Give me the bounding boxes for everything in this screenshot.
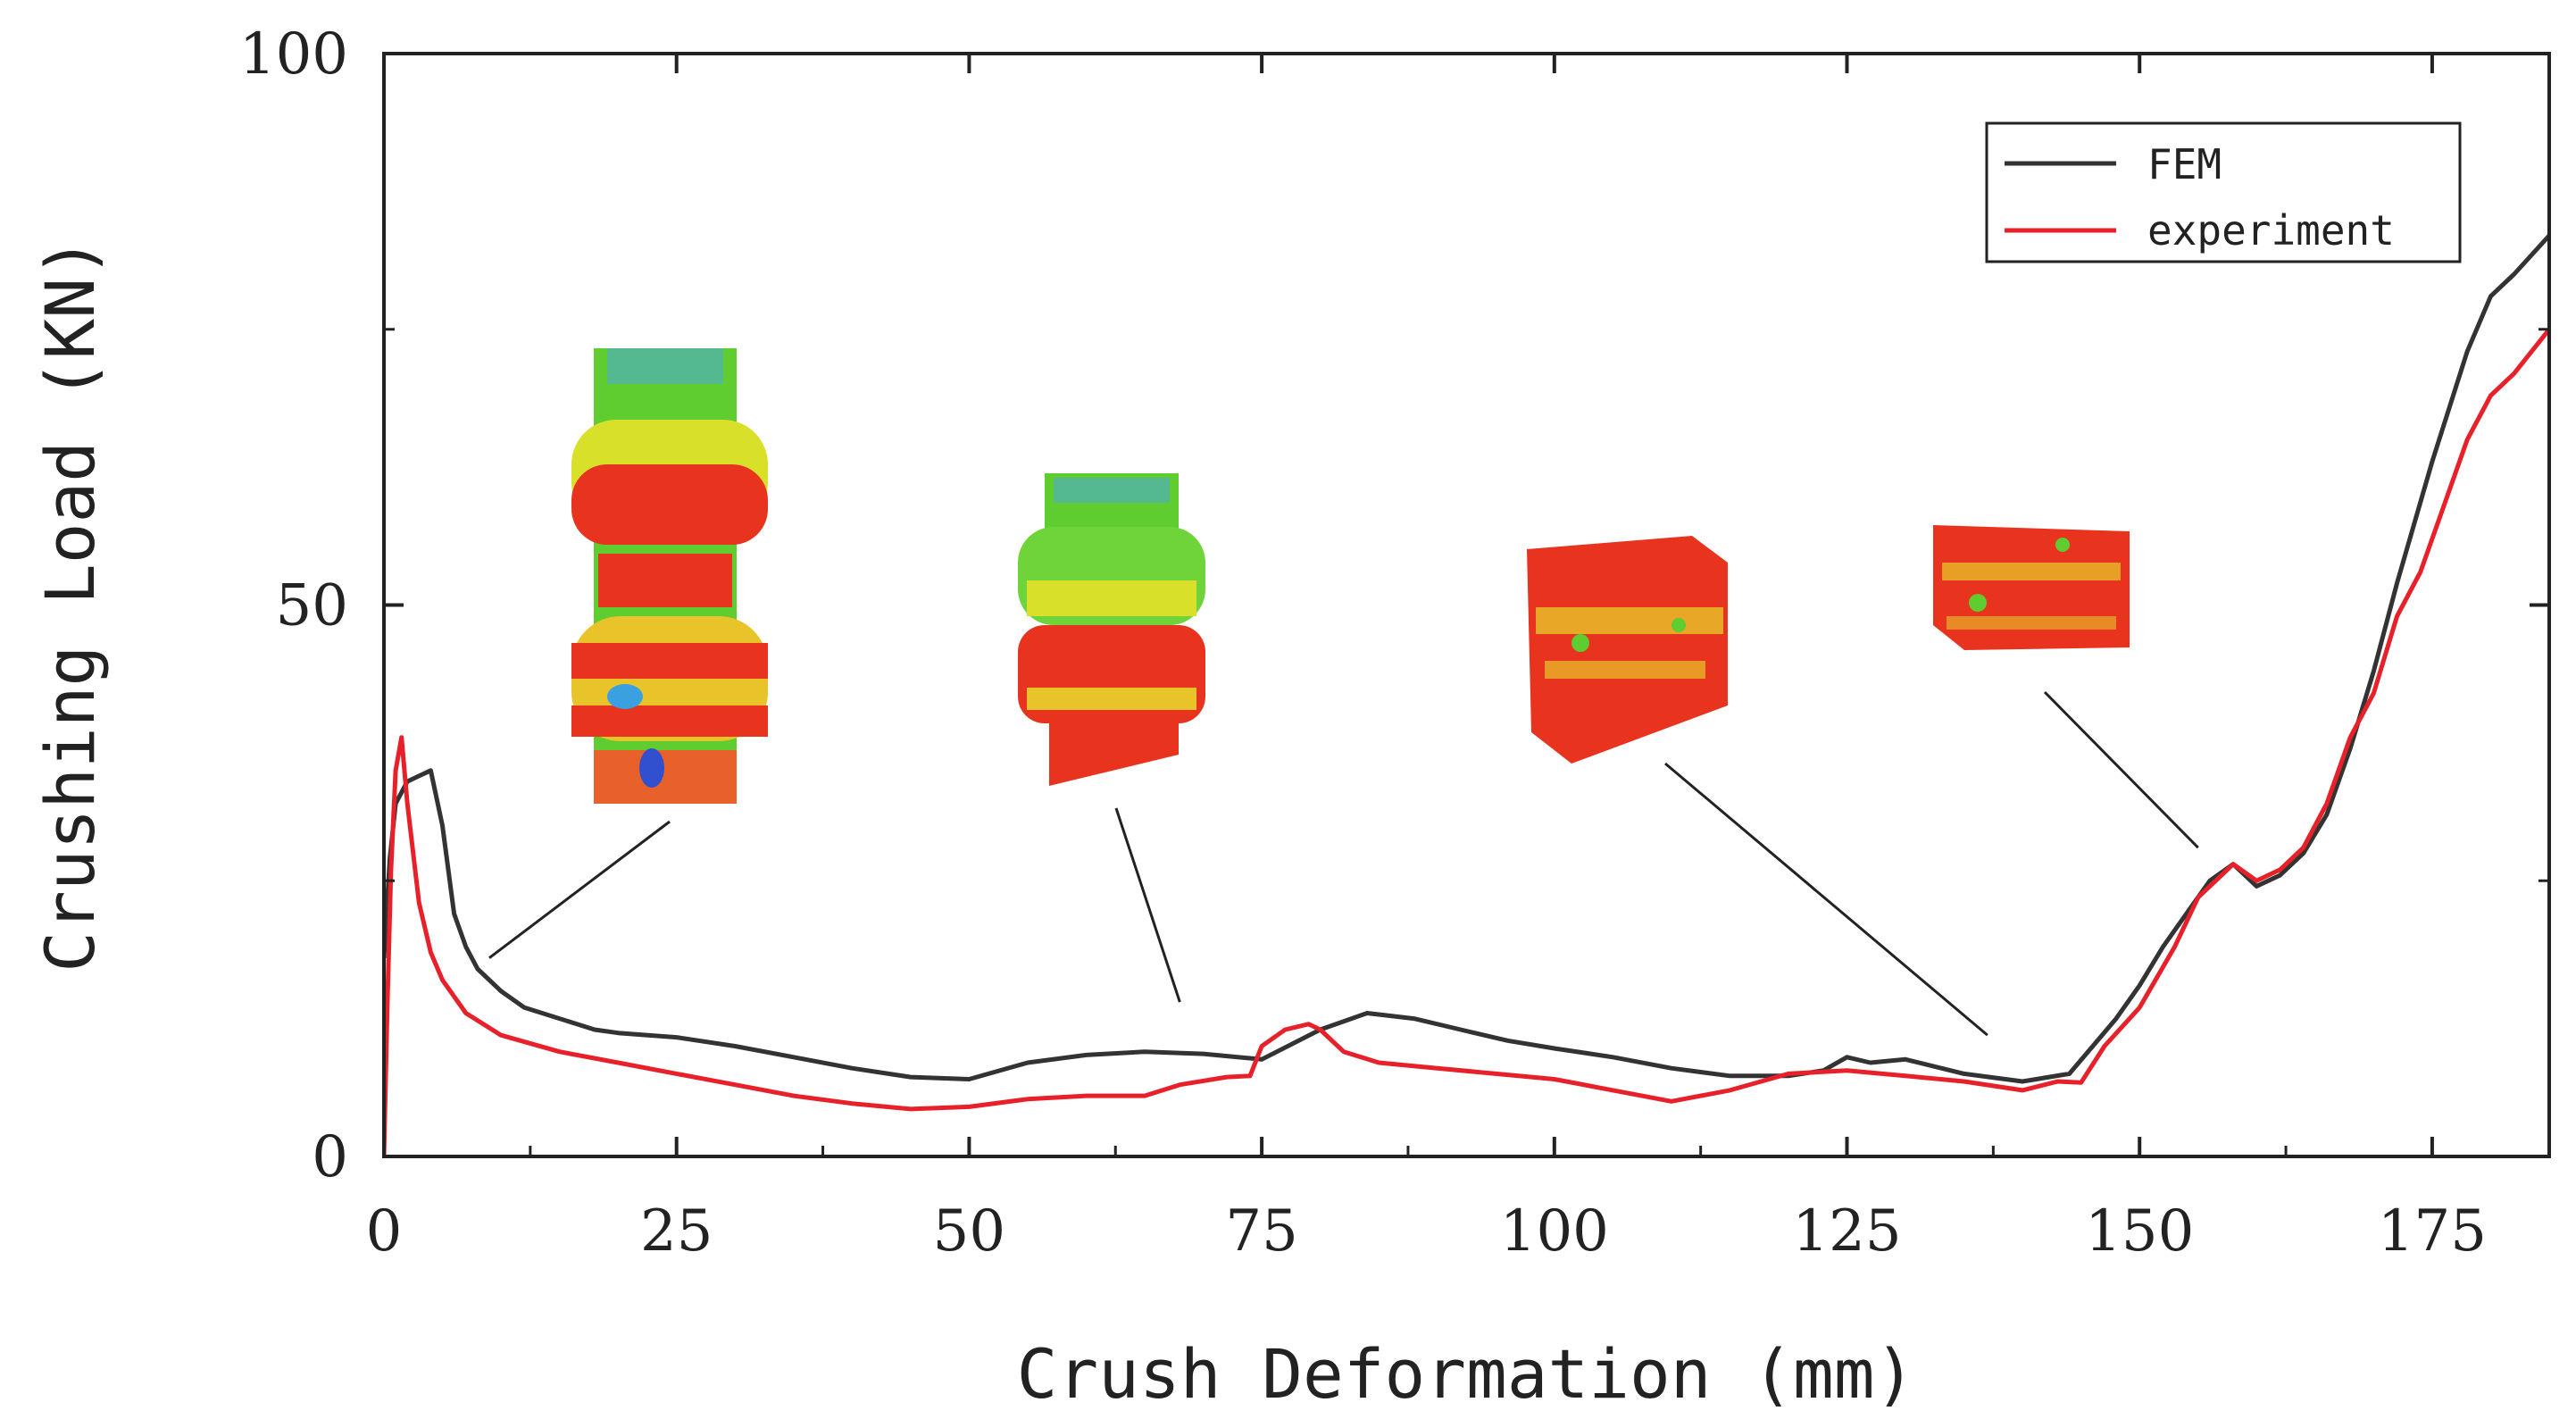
series-line-experiment [384, 328, 2549, 1156]
specimen-inset-4 [1933, 525, 2130, 650]
legend-label-fem: FEM [2147, 140, 2222, 188]
y-tick-label: 50 [276, 573, 348, 639]
series-line-fem [384, 234, 2549, 1084]
annotation-lines [488, 690, 2199, 1037]
legend-label-experiment: experiment [2147, 206, 2395, 255]
x-tick-label: 175 [2378, 1198, 2487, 1265]
specimen-inset-3 [1527, 536, 1728, 764]
x-axis-title: Crush Deformation (mm) [1017, 1334, 1916, 1414]
annotation-line-1 [488, 820, 671, 959]
x-tick-label: 0 [366, 1198, 403, 1265]
specimen-inset-2 [1018, 473, 1205, 786]
annotation-line-3 [1664, 762, 1988, 1037]
specimen-inset-1 [571, 348, 768, 804]
annotation-line-4 [2043, 690, 2199, 849]
x-tick-label: 50 [933, 1198, 1005, 1265]
y-tick-label: 0 [312, 1124, 348, 1190]
legend: FEM experiment [1985, 121, 2462, 263]
x-tick-label: 25 [640, 1198, 713, 1265]
y-tick-label: 100 [239, 21, 348, 88]
legend-box [1985, 121, 2462, 263]
annotation-line-2 [1114, 807, 1181, 1003]
x-tick-label: 75 [1225, 1198, 1297, 1265]
y-axis-title: Crushing Load (KN) [30, 237, 110, 972]
x-tick-label: 150 [2085, 1198, 2194, 1265]
x-tick-label: 100 [1500, 1198, 1609, 1265]
x-tick-label: 125 [1792, 1198, 1901, 1265]
